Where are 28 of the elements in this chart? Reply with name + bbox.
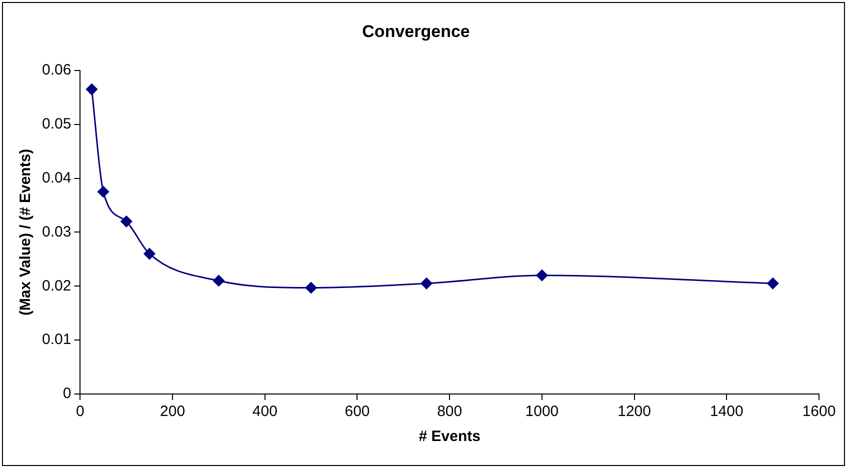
point bbox=[86, 84, 98, 96]
x-tick-label: 0 bbox=[76, 403, 84, 420]
x-tick-label: 1200 bbox=[618, 403, 651, 420]
point bbox=[120, 216, 132, 228]
y-tick-label: 0 bbox=[62, 385, 72, 402]
point bbox=[98, 186, 110, 198]
point bbox=[767, 278, 779, 290]
chart-title: Convergence bbox=[362, 22, 470, 41]
y-tick-label: 0.06 bbox=[42, 62, 72, 79]
x-axis-title: # Events bbox=[418, 428, 480, 446]
x-tick-label: 1400 bbox=[710, 403, 744, 420]
point bbox=[305, 282, 317, 294]
x-tick-label: 800 bbox=[437, 403, 462, 420]
x-tick-label: 1600 bbox=[802, 403, 836, 420]
y-tick-label: 0.03 bbox=[42, 223, 72, 240]
x-tick-label: 600 bbox=[344, 403, 370, 420]
y-axis-title: (Max Value) / (# Events) bbox=[17, 148, 34, 316]
x-tick-label: 200 bbox=[160, 403, 186, 420]
point bbox=[536, 270, 548, 282]
x-tick-label: 400 bbox=[252, 403, 278, 420]
y-tick-label: 0.01 bbox=[42, 331, 72, 348]
y-tick-label: 0.04 bbox=[42, 169, 72, 186]
x-tick-label: 1000 bbox=[525, 403, 559, 420]
point bbox=[420, 278, 432, 290]
point bbox=[212, 274, 224, 286]
y-tick-label: 0.02 bbox=[42, 277, 72, 294]
y-tick-label: 0.05 bbox=[42, 115, 72, 132]
point bbox=[144, 248, 156, 260]
